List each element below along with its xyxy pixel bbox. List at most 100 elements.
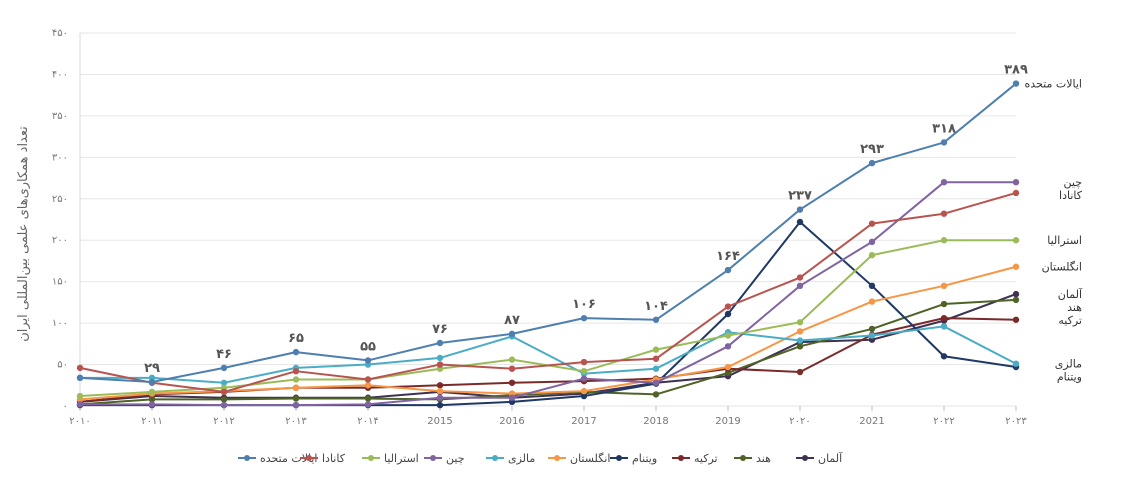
data-label: ۲۳۷ <box>788 189 812 204</box>
series-point <box>796 206 804 213</box>
y-tick-label: ۲۵۰ <box>52 194 68 205</box>
data-label: ۷۶ <box>432 322 448 337</box>
series-point <box>580 367 588 375</box>
series-point <box>940 210 948 217</box>
series-point <box>292 395 300 402</box>
legend-label: کانادا <box>322 452 346 465</box>
y-tick-label: ۲۰۰ <box>52 235 68 246</box>
legend: ایالات متحده کانادا استرالیا چین مالزی انگلست… <box>238 451 843 465</box>
series-point <box>436 382 444 389</box>
series-point <box>940 179 948 186</box>
series-point <box>940 300 948 308</box>
series-line <box>80 325 1017 384</box>
data-label-layer: ۲۹ ۴۶ ۶۵ ۵۵ ۷۶ ۸۷ ۱۰۶ ۱۰۴ ۱۶۴ ۲۳۷ ۲۹۳ ۳۱۸ ۳۸۹ <box>144 63 1028 376</box>
x-tick-label: ۲۰۱۰ <box>69 416 90 427</box>
legend-label: مالزی <box>508 452 535 465</box>
x-tick-label: ۲۰۱۴ <box>357 416 378 427</box>
series-point <box>796 282 804 290</box>
series-point <box>364 357 372 364</box>
data-label: ۳۱۸ <box>932 121 956 136</box>
series-point <box>940 323 948 330</box>
x-tick-label: 2018 <box>643 416 668 427</box>
series-line <box>79 82 1017 383</box>
series-end-label: ترکیه <box>1058 314 1082 327</box>
series-line <box>79 265 1017 401</box>
data-label: ۱۰۴ <box>644 299 668 314</box>
y-tick-label: ۳۰۰ <box>52 152 68 163</box>
legend-item: استرالیا <box>362 452 419 465</box>
series-point <box>868 282 876 290</box>
legend-label: ایالات متحده <box>260 452 317 465</box>
series-point <box>436 354 444 362</box>
series-point <box>220 388 228 396</box>
series-point <box>796 319 804 326</box>
series-end-label: ویتنام <box>1057 371 1082 384</box>
x-tick-label: ۲۰۱۲ <box>213 416 234 427</box>
series-point <box>436 401 444 409</box>
series-point <box>868 251 876 259</box>
series-point <box>76 374 84 382</box>
series-line <box>79 239 1016 398</box>
series-layer <box>76 80 1020 409</box>
series-end-label: مالزی <box>1055 358 1082 371</box>
series-point <box>940 314 948 322</box>
legend-label: ترکیه <box>694 452 718 465</box>
series-point <box>724 310 732 318</box>
series-end-label: انگلستان <box>1042 261 1082 274</box>
series-point <box>508 365 516 372</box>
legend-label: استرالیا <box>384 452 419 465</box>
x-tick-label: ۲۰۲۲ <box>933 416 954 427</box>
series-point <box>292 384 300 391</box>
legend-item: ویتنام <box>610 452 657 465</box>
series-point <box>1012 296 1020 304</box>
series-point <box>220 379 228 386</box>
series-point <box>364 376 372 383</box>
legend-swatch-marker <box>554 455 560 461</box>
series-point <box>652 346 660 353</box>
series-point <box>652 355 660 362</box>
x-tick-label: ۲۰۲۳ <box>1005 416 1027 427</box>
data-label: ۶۵ <box>288 331 304 346</box>
legend-item: ایالات متحده <box>238 452 317 465</box>
series-end-label: استرالیا <box>1047 234 1082 247</box>
series-point <box>220 401 228 409</box>
legend-swatch-marker <box>802 455 808 461</box>
series-point <box>652 316 660 323</box>
series-point <box>580 387 588 395</box>
series-point <box>652 391 660 398</box>
legend-swatch-marker <box>616 455 622 461</box>
legend-swatch-marker <box>368 455 374 461</box>
series-point <box>940 237 948 244</box>
series-point <box>292 348 300 356</box>
legend-swatch-marker <box>430 455 436 461</box>
x-tick-label: ۲۰۱۱ <box>141 416 162 427</box>
legend-swatch-marker <box>244 455 250 461</box>
data-label: ۲۹ <box>144 361 160 376</box>
legend-item: انگلستان <box>548 452 610 465</box>
legend-swatch-marker <box>740 455 746 461</box>
series-end-label: ایالات متحده <box>1025 78 1082 91</box>
series-point <box>868 220 876 227</box>
legend-item: کانادا <box>300 452 346 465</box>
series-point <box>724 332 732 339</box>
series-point <box>580 392 588 400</box>
series-point <box>292 401 300 409</box>
series-point <box>292 376 300 383</box>
series-point <box>508 330 516 338</box>
series-point <box>724 266 732 274</box>
series-point <box>796 274 804 281</box>
series-point <box>148 378 156 386</box>
series-point <box>1012 360 1020 367</box>
legend-item: مالزی <box>486 452 535 465</box>
series-point <box>436 394 444 401</box>
series-end-label: چین <box>1064 176 1083 189</box>
legend-label: ویتنام <box>632 452 657 465</box>
series-point <box>652 379 660 386</box>
data-label: ۱۰۶ <box>572 297 596 312</box>
legend-label: چین <box>446 452 465 465</box>
y-axis-title: تعداد همکاری‌های علمی بین‌المللی ایران <box>16 126 31 342</box>
series-point <box>220 396 228 403</box>
